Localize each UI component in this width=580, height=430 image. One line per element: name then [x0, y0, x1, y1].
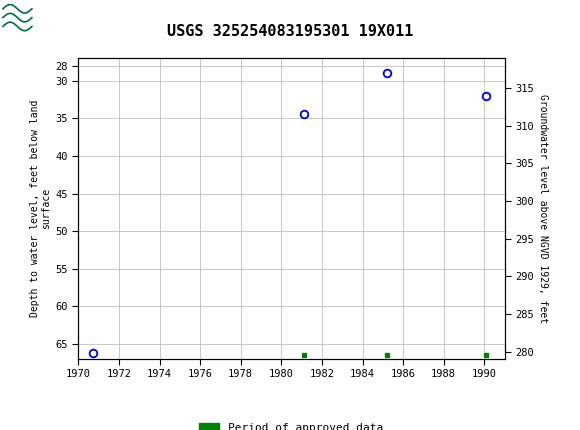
Y-axis label: Depth to water level, feet below land
surface: Depth to water level, feet below land su…	[30, 100, 51, 317]
FancyBboxPatch shape	[3, 3, 61, 32]
Text: USGS: USGS	[36, 9, 91, 27]
Y-axis label: Groundwater level above NGVD 1929, feet: Groundwater level above NGVD 1929, feet	[538, 94, 548, 323]
Text: USGS 325254083195301 19X011: USGS 325254083195301 19X011	[167, 24, 413, 39]
Legend: Period of approved data: Period of approved data	[195, 418, 388, 430]
